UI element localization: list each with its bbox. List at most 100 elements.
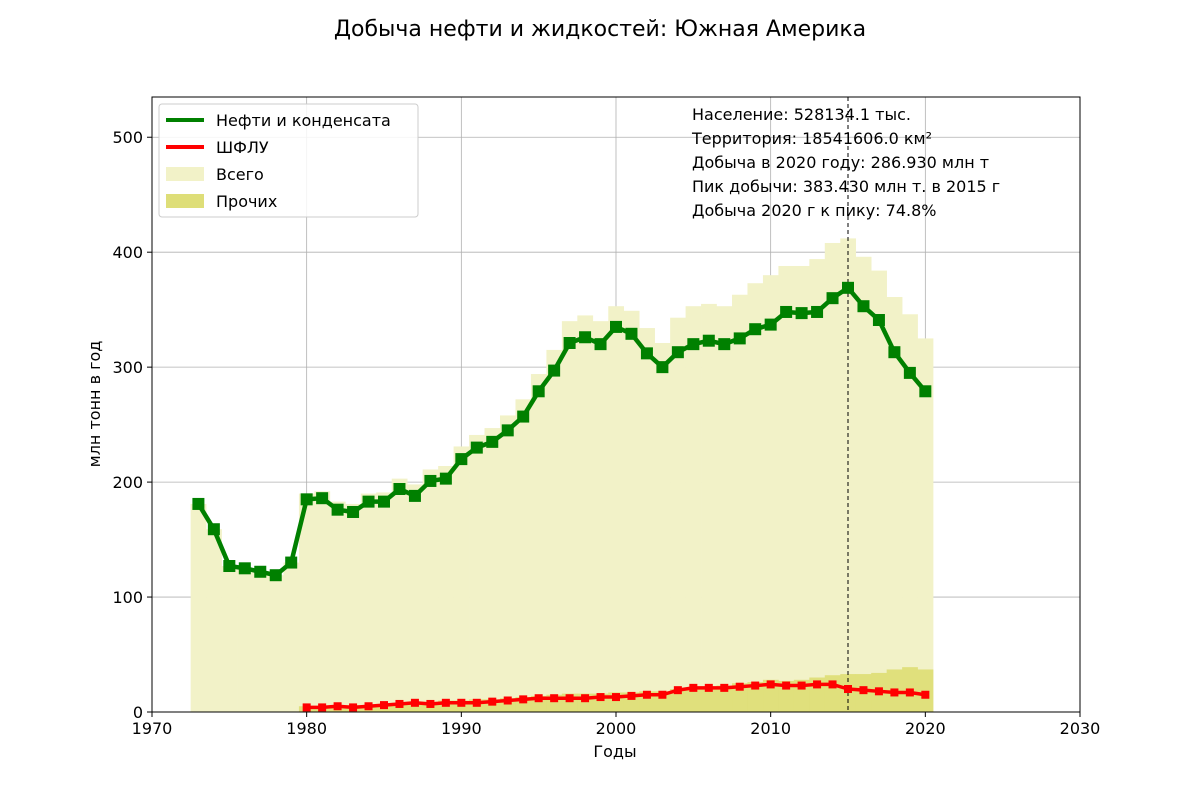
info-line: Добыча в 2020 году: 286.930 млн т: [692, 153, 989, 172]
info-line: Население: 528134.1 тыс.: [692, 105, 911, 124]
bar-total: [407, 484, 423, 712]
bar-total: [360, 493, 377, 712]
bar-total: [639, 328, 655, 712]
point-oil-condensate: [919, 385, 932, 398]
point-oil-condensate: [378, 495, 390, 508]
bar-total: [500, 415, 516, 712]
bar-total: [206, 529, 222, 712]
point-ngl: [859, 686, 868, 695]
point-oil-condensate: [285, 556, 298, 569]
bar-total: [391, 478, 408, 712]
point-ngl: [581, 694, 590, 703]
bar-total: [438, 466, 454, 712]
x-tick-label: 2030: [1060, 719, 1101, 738]
point-ngl: [689, 683, 698, 692]
info-line: Пик добычи: 383.430 млн т. в 2015 г: [692, 177, 1000, 196]
chart-title: Добыча нефти и жидкостей: Южная Америка: [334, 17, 866, 42]
point-oil-condensate: [872, 314, 885, 327]
point-ngl: [874, 687, 883, 696]
legend-label: Прочих: [216, 192, 277, 211]
bar-other: [917, 669, 934, 712]
bar-total: [345, 503, 362, 712]
bar-total: [298, 493, 315, 712]
point-ngl: [364, 702, 373, 711]
point-oil-condensate: [347, 505, 360, 518]
bar-total: [592, 321, 609, 712]
bar-total: [268, 575, 284, 712]
point-oil-condensate: [439, 472, 452, 485]
bar-total: [329, 501, 346, 712]
bar-total: [762, 275, 779, 712]
y-axis-label: млн тонн в год: [85, 341, 104, 468]
bar-total: [190, 503, 207, 712]
bar-other: [670, 689, 686, 712]
point-ngl: [596, 693, 605, 702]
bar-total: [608, 306, 625, 712]
point-oil-condensate: [579, 331, 592, 344]
bar-other: [701, 686, 717, 712]
point-ngl: [627, 691, 636, 700]
bar-total: [886, 297, 903, 712]
point-ngl: [642, 690, 651, 699]
point-oil-condensate: [300, 493, 313, 506]
point-oil-condensate: [238, 562, 251, 575]
point-ngl: [565, 694, 574, 703]
y-tick-label: 0: [133, 703, 143, 722]
bar-total: [484, 428, 501, 712]
point-oil-condensate: [780, 305, 793, 318]
x-tick-label: 1980: [286, 719, 327, 738]
point-oil-condensate: [842, 281, 854, 294]
point-oil-condensate: [718, 338, 731, 351]
point-oil-condensate: [548, 364, 561, 377]
point-oil-condensate: [764, 318, 777, 331]
point-ngl: [890, 688, 899, 697]
point-oil-condensate: [331, 503, 344, 516]
bar-total: [685, 306, 702, 712]
point-ngl: [318, 703, 327, 712]
bar-total: [732, 294, 748, 712]
bar-total: [716, 306, 733, 712]
x-tick-label: 2020: [905, 719, 946, 738]
bar-total: [221, 566, 238, 712]
bar-total: [577, 315, 594, 712]
point-ngl: [612, 693, 620, 702]
bar-total: [917, 338, 934, 712]
bar-other: [685, 687, 702, 712]
bar-total: [871, 270, 887, 712]
point-oil-condensate: [408, 489, 421, 502]
bar-total: [670, 317, 686, 712]
bar-total: [561, 321, 578, 712]
legend-label: ШФЛУ: [216, 138, 269, 157]
point-oil-condensate: [563, 337, 576, 349]
y-tick-label: 200: [112, 473, 143, 492]
legend-label: Нефти и конденсата: [216, 111, 391, 130]
point-ngl: [349, 703, 358, 712]
bar-total: [793, 265, 810, 712]
point-ngl: [720, 683, 729, 692]
bar-total: [252, 571, 269, 712]
bar-total: [654, 343, 671, 712]
point-ngl: [828, 680, 837, 689]
point-ngl: [921, 690, 930, 699]
bar-total: [824, 242, 841, 712]
legend-label: Всего: [216, 165, 264, 184]
point-ngl: [766, 680, 775, 689]
point-oil-condensate: [470, 441, 483, 454]
y-tick-label: 100: [112, 588, 143, 607]
legend-swatch-patch: [166, 194, 204, 208]
y-tick-label: 500: [112, 128, 143, 147]
point-oil-condensate: [702, 334, 715, 347]
point-oil-condensate: [826, 292, 839, 305]
point-ngl: [333, 702, 342, 711]
point-oil-condensate: [749, 323, 762, 336]
point-ngl: [751, 681, 760, 690]
point-oil-condensate: [671, 346, 684, 359]
point-oil-condensate: [857, 300, 870, 313]
bar-total: [376, 492, 393, 712]
point-oil-condensate: [903, 366, 916, 379]
point-oil-condensate: [486, 435, 499, 448]
point-ngl: [426, 699, 435, 708]
info-line: Территория: 18541606.0 км²: [691, 129, 932, 148]
point-oil-condensate: [192, 497, 205, 510]
